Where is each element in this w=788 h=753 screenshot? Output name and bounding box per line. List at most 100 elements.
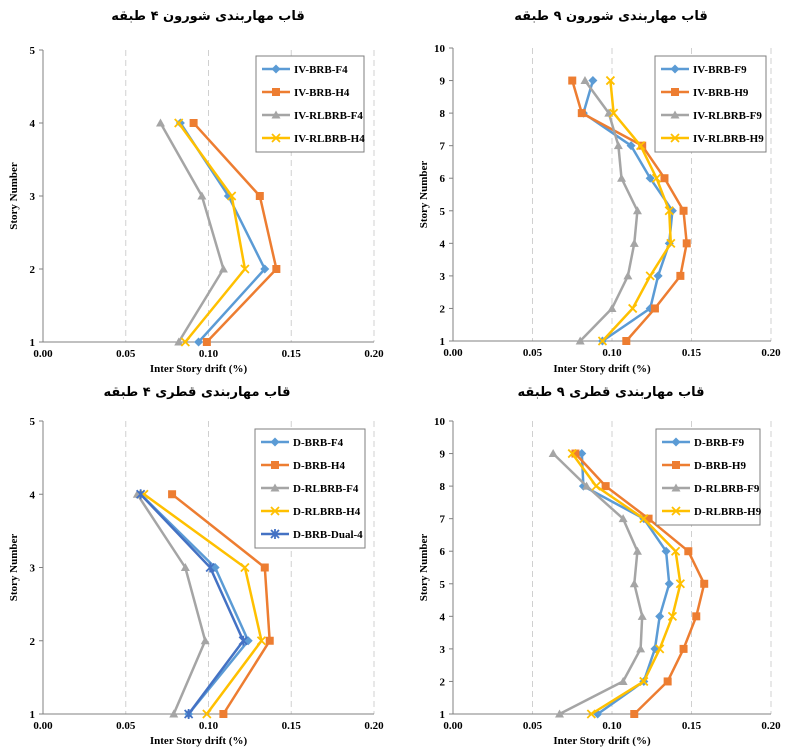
y-tick-label: 2 (30, 636, 36, 648)
legend-label: IV-BRB-H9 (693, 87, 749, 99)
legend-marker (271, 461, 279, 469)
y-tick-label: 8 (440, 108, 446, 120)
series-IV-BRB-H9 (568, 76, 691, 345)
series-IV-RLBRB-H9 (597, 75, 676, 346)
legend-label: IV-RLBRB-H4 (294, 133, 365, 145)
x-tick-label: 0.05 (116, 720, 136, 732)
data-point (664, 206, 674, 216)
y-tick-label: 9 (440, 76, 446, 88)
data-point (632, 206, 642, 215)
data-point (626, 141, 636, 151)
data-point (670, 546, 681, 556)
data-point (174, 337, 184, 346)
series-line (143, 493, 263, 715)
chart-title: قاب مهاربندی شورون ۴ طبقه (111, 9, 305, 24)
data-point (608, 108, 619, 118)
data-point (175, 118, 185, 128)
data-point (638, 141, 647, 150)
data-point (682, 239, 691, 248)
y-tick-label: 6 (440, 173, 446, 185)
y-tick-label: 5 (30, 416, 36, 428)
legend-marker (270, 506, 280, 516)
y-tick-label: 4 (440, 611, 446, 623)
series-IV-RLBRB-F4 (156, 118, 228, 346)
data-point (653, 271, 663, 281)
series-D-BRB-H9 (571, 449, 709, 718)
legend-label: D-BRB-H9 (694, 460, 746, 472)
legend-marker (271, 133, 281, 143)
y-tick-label: 10 (434, 43, 446, 55)
legend-label: D-RLBRB-F4 (293, 483, 359, 495)
data-point (601, 482, 610, 491)
series-line (139, 493, 250, 715)
data-point (607, 303, 617, 312)
data-point (692, 612, 701, 621)
x-tick-label: 0.20 (364, 720, 384, 732)
y-tick-label: 3 (30, 563, 36, 575)
y-tick-label: 2 (30, 264, 36, 276)
legend-marker (270, 483, 280, 492)
x-tick-label: 0.15 (682, 720, 702, 732)
series-IV-BRB-H4 (189, 119, 281, 346)
y-axis-label: Story Number (418, 161, 430, 229)
data-point (679, 644, 688, 653)
data-point (588, 76, 598, 86)
legend-label: IV-BRB-F4 (294, 64, 348, 76)
data-point (580, 76, 590, 85)
chart-title: قاب مهاربندی شورون ۹ طبقه (514, 9, 708, 24)
data-point (265, 636, 274, 645)
legend: IV-BRB-F9 IV-BRB-H9 IV-RLBRB-F9 IV-RLBRB-H9 (654, 55, 767, 153)
x-tick-label: 0.00 (33, 720, 53, 732)
data-point (605, 75, 616, 86)
data-point (555, 709, 565, 718)
y-tick-label: 10 (434, 416, 446, 428)
legend-label: D-RLBRB-H9 (694, 506, 762, 518)
y-tick-label: 1 (30, 337, 36, 349)
data-point (238, 635, 248, 646)
x-tick-label: 0.10 (199, 720, 219, 732)
data-point (219, 710, 228, 718)
x-tick-label: 0.20 (761, 347, 781, 359)
data-point (623, 271, 633, 280)
data-point (180, 563, 190, 571)
legend-marker (671, 437, 681, 447)
data-point (676, 271, 685, 280)
data-point (675, 579, 686, 589)
y-tick-label: 1 (30, 709, 36, 721)
x-tick-label: 0.00 (33, 348, 53, 360)
legend-label: IV-BRB-F9 (693, 64, 747, 76)
series-D-BRB-H4 (168, 490, 274, 718)
data-point (618, 514, 628, 523)
data-point (189, 119, 198, 127)
y-tick-label: 5 (30, 45, 36, 57)
data-point (575, 336, 585, 345)
data-point (591, 481, 601, 491)
data-point (629, 579, 639, 588)
data-point (136, 489, 146, 500)
y-tick-label: 4 (440, 238, 446, 250)
data-point (637, 611, 647, 620)
data-point (664, 579, 674, 589)
y-tick-label: 5 (440, 206, 446, 218)
data-point (168, 490, 177, 499)
x-tick-label: 0.10 (602, 720, 622, 732)
data-point (597, 336, 608, 346)
data-point (666, 238, 676, 248)
x-tick-label: 0.15 (282, 720, 302, 732)
legend-marker (270, 437, 280, 447)
data-point (200, 636, 210, 645)
x-tick-label: 0.10 (199, 348, 219, 360)
x-tick-label: 0.20 (761, 720, 781, 732)
data-point (645, 173, 655, 183)
series-D-RLBRB-F9 (548, 449, 647, 718)
x-tick-label: 0.05 (523, 720, 543, 732)
data-point (202, 338, 211, 346)
data-point (197, 191, 207, 200)
legend-marker (671, 483, 681, 492)
legend-label: IV-RLBRB-F9 (693, 110, 762, 122)
legend-label: D-BRB-Dual-4 (293, 529, 363, 541)
data-point (636, 644, 646, 653)
chart-panel-3: قاب مهاربندی قطری ۴ طبقه 0.00 0.05 0.10 0.15… (8, 385, 384, 747)
y-tick-label: 7 (440, 141, 446, 153)
data-point (548, 449, 558, 458)
